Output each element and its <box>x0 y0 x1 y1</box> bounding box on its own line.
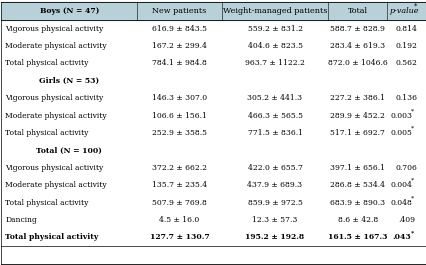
Text: 0.192: 0.192 <box>394 42 417 50</box>
Text: Vigorous physical activity: Vigorous physical activity <box>6 94 104 102</box>
Text: 12.3 ± 57.3: 12.3 ± 57.3 <box>252 216 297 224</box>
Text: 404.6 ± 823.5: 404.6 ± 823.5 <box>247 42 302 50</box>
Text: 289.9 ± 452.2: 289.9 ± 452.2 <box>330 112 384 120</box>
Text: Boys (N = 47): Boys (N = 47) <box>40 7 99 15</box>
Text: Total physical activity: Total physical activity <box>6 129 89 137</box>
Text: Moderate physical activity: Moderate physical activity <box>6 42 107 50</box>
Text: *: * <box>410 195 414 200</box>
Text: 784.1 ± 984.8: 784.1 ± 984.8 <box>152 59 207 67</box>
Text: 0.048: 0.048 <box>390 199 412 207</box>
Text: .409: .409 <box>397 216 414 224</box>
Text: 872.0 ± 1046.6: 872.0 ± 1046.6 <box>327 59 387 67</box>
Text: Vigorous physical activity: Vigorous physical activity <box>6 164 104 172</box>
Text: Total physical activity: Total physical activity <box>6 199 89 207</box>
Text: *: * <box>410 126 414 131</box>
Text: 466.3 ± 565.5: 466.3 ± 565.5 <box>247 112 302 120</box>
Text: Total (N = 100): Total (N = 100) <box>36 147 102 154</box>
Text: 507.9 ± 769.8: 507.9 ± 769.8 <box>152 199 207 207</box>
Text: 227.2 ± 386.1: 227.2 ± 386.1 <box>329 94 384 102</box>
Text: p-value: p-value <box>389 7 418 15</box>
Text: 0.814: 0.814 <box>394 25 417 33</box>
Text: 0.136: 0.136 <box>394 94 417 102</box>
Text: 161.5 ± 167.3: 161.5 ± 167.3 <box>327 233 386 241</box>
Text: Vigorous physical activity: Vigorous physical activity <box>6 25 104 33</box>
Text: 0.003: 0.003 <box>389 112 412 120</box>
Text: 771.5 ± 836.1: 771.5 ± 836.1 <box>247 129 302 137</box>
Text: 106.6 ± 156.1: 106.6 ± 156.1 <box>152 112 207 120</box>
Text: 588.7 ± 828.9: 588.7 ± 828.9 <box>330 25 384 33</box>
Text: 283.4 ± 619.3: 283.4 ± 619.3 <box>329 42 384 50</box>
Text: 135.7 ± 235.4: 135.7 ± 235.4 <box>152 181 207 189</box>
Text: Total physical activity: Total physical activity <box>6 59 89 67</box>
Text: *: * <box>410 230 414 235</box>
Text: *: * <box>410 178 414 183</box>
Text: 146.3 ± 307.0: 146.3 ± 307.0 <box>152 94 207 102</box>
Text: Dancing: Dancing <box>6 216 37 224</box>
Text: *: * <box>410 108 414 113</box>
Text: 8.6 ± 42.8: 8.6 ± 42.8 <box>337 216 377 224</box>
Text: 859.9 ± 972.5: 859.9 ± 972.5 <box>247 199 302 207</box>
Text: 252.9 ± 358.5: 252.9 ± 358.5 <box>152 129 207 137</box>
Text: 0.004: 0.004 <box>390 181 412 189</box>
Text: .043: .043 <box>391 233 410 241</box>
Text: Moderate physical activity: Moderate physical activity <box>6 181 107 189</box>
Text: 0.706: 0.706 <box>394 164 417 172</box>
Bar <box>1 2 425 20</box>
Text: Total physical activity: Total physical activity <box>6 233 98 241</box>
Text: 422.0 ± 655.7: 422.0 ± 655.7 <box>247 164 302 172</box>
Text: Weight-managed patients: Weight-managed patients <box>222 7 326 15</box>
Text: 305.2 ± 441.3: 305.2 ± 441.3 <box>247 94 302 102</box>
Text: New patients: New patients <box>152 7 206 15</box>
Text: *: * <box>413 2 417 10</box>
Text: Total: Total <box>347 7 367 15</box>
Text: 0.562: 0.562 <box>394 59 417 67</box>
Text: Girls (N = 53): Girls (N = 53) <box>39 77 99 85</box>
Text: 517.1 ± 692.7: 517.1 ± 692.7 <box>330 129 384 137</box>
Text: 4.5 ± 16.0: 4.5 ± 16.0 <box>159 216 199 224</box>
Text: 195.2 ± 192.8: 195.2 ± 192.8 <box>245 233 304 241</box>
Text: 0.005: 0.005 <box>390 129 412 137</box>
Text: 286.8 ± 534.4: 286.8 ± 534.4 <box>329 181 384 189</box>
Text: 372.2 ± 662.2: 372.2 ± 662.2 <box>152 164 207 172</box>
Text: 616.9 ± 843.5: 616.9 ± 843.5 <box>152 25 207 33</box>
Text: 683.9 ± 890.3: 683.9 ± 890.3 <box>329 199 384 207</box>
Text: 167.2 ± 299.4: 167.2 ± 299.4 <box>152 42 207 50</box>
Text: 559.2 ± 831.2: 559.2 ± 831.2 <box>247 25 302 33</box>
Text: 397.1 ± 656.1: 397.1 ± 656.1 <box>329 164 384 172</box>
Text: 127.7 ± 130.7: 127.7 ± 130.7 <box>150 233 209 241</box>
Text: 437.9 ± 689.3: 437.9 ± 689.3 <box>247 181 302 189</box>
Text: Moderate physical activity: Moderate physical activity <box>6 112 107 120</box>
Text: 963.7 ± 1122.2: 963.7 ± 1122.2 <box>245 59 304 67</box>
